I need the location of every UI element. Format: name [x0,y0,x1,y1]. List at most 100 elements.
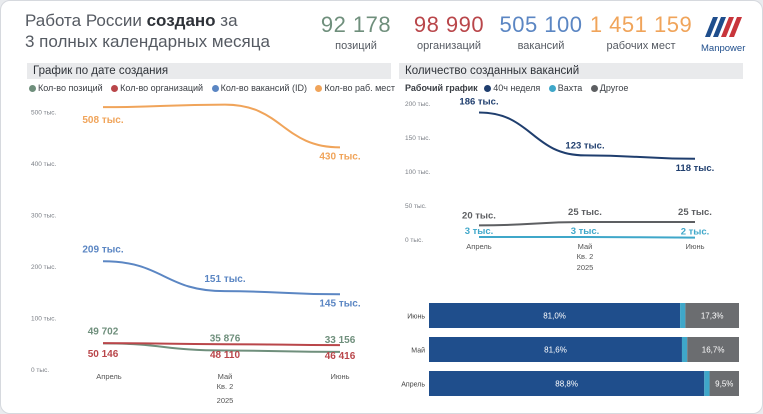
right-line-chart: 0 тыс. 50 тыс. 100 тыс. 150 тыс. 200 тыс. Апр… [405,97,715,272]
legend-label: Кол-во раб. мест [324,83,395,93]
bar-segment [685,303,739,328]
x-tick-label: Июнь [685,242,704,251]
kpi-label: организаций [416,40,482,52]
right-bar-chart: Июнь 81,0% 17,3% Май 81,6% 16,7% Апрель 88,8% 9,… [401,303,739,396]
left-line-chart: 0 тыс. 100 тыс. 200 тыс. 300 тыс. 400 тыс. 50… [31,103,361,405]
title-prefix: Работа России [25,11,147,30]
bar-segment [687,337,739,362]
bar-segment [429,303,681,328]
y-tick-label: 100 тыс. [31,315,57,322]
kpi-label: вакансий [517,40,565,52]
data-label: 3 тыс. [571,226,600,237]
y-tick-label: 400 тыс. [31,161,57,168]
x-tick-label: Июнь [330,372,349,381]
kpi-positions: 92 178 позиций [301,11,411,53]
data-label: 46 416 [325,351,356,362]
data-label: 151 тыс. [204,274,245,285]
bar-segment [704,371,710,396]
data-label: 48 110 [210,350,240,361]
data-label: 20 тыс. [462,210,496,221]
y-tick-label: 200 тыс. [31,264,57,271]
x-tick-label: Апрель [466,242,492,251]
page-title: Работа России создано за [25,11,238,31]
data-label: 209 тыс. [82,244,123,255]
bar-segment [429,371,705,396]
data-label: 50 146 [88,349,119,360]
legend-label: Вахта [557,83,583,93]
series-line-1 [478,111,696,160]
kpi-label: рабочих мест [606,40,676,52]
series-line-2 [478,235,696,239]
kpi-value: 92 178 [320,12,392,37]
bar-segment [709,371,739,396]
bar-value-label: 17,3% [701,312,724,321]
manpower-logo-icon [705,17,742,37]
y-tick-label: 150 тыс. [405,135,431,142]
data-label: 33 156 [325,335,356,346]
kpi-vacancies: 505 100 вакансий [486,11,596,53]
x-tick-label: Май [218,372,233,381]
data-label: 25 тыс. [568,207,602,218]
data-label: 508 тыс. [82,115,123,126]
series-line-2 [102,342,341,347]
x-tick-label: Апрель [96,372,122,381]
bar-value-label: 88,8% [555,380,578,389]
x-group-label: Кв. 2 [577,252,594,261]
legend-label: Кол-во организаций [120,83,204,93]
series-line-3 [478,220,695,227]
bar-value-label: 16,7% [702,346,725,355]
kpi-value: 98 990 [413,12,485,37]
legend-label: Другое [599,83,629,93]
y-tick-label: 50 тыс. [405,203,427,210]
data-label: 49 702 [88,326,119,337]
bar-segment [429,337,682,362]
bar-segment [681,337,688,362]
bar-value-label: 81,6% [544,346,567,355]
legend-item-shift: Вахта [548,83,583,93]
manpower-logo-text: Manpower [701,43,746,54]
legend-title: Рабочий график [405,83,478,93]
bar-category-label: Апрель [401,382,425,389]
data-label: 123 тыс. [565,140,604,151]
data-label: 430 тыс. [319,151,360,162]
page-subtitle: 3 полных календарных месяца [25,32,270,51]
legend-item-40h: 40ч неделя [484,83,540,93]
x-year-label: 2025 [577,263,594,272]
left-legend: Кол-во позиций Кол-во организаций Кол-во… [29,83,401,93]
y-tick-label: 500 тыс. [31,109,57,116]
data-label: 2 тыс. [681,227,710,238]
data-label: 25 тыс. [678,207,712,218]
x-year-label: 2025 [217,396,234,405]
bar-segment [680,303,686,328]
right-panel-title: Количество созданных вакансий [399,63,743,79]
y-tick-label: 300 тыс. [31,212,57,219]
data-label: 145 тыс. [319,298,360,309]
kpi-workplaces: 1 451 159 рабочих мест [587,11,695,53]
x-tick-label: Май [578,242,593,251]
title-bold: создано [146,11,216,30]
left-panel-title: График по дате создания [27,63,391,79]
bar-category-label: Май [411,347,425,355]
kpi-value: 505 100 [499,12,583,37]
y-tick-label: 0 тыс. [31,367,49,374]
legend-item-workplaces: Кол-во раб. мест [315,83,395,93]
data-label: 118 тыс. [676,163,715,174]
bar-category-label: Июнь [407,314,425,321]
series-line-3 [102,260,341,296]
legend-item-positions: Кол-во позиций [29,83,103,93]
data-label: 186 тыс. [459,97,498,108]
legend-item-orgs: Кол-во организаций [111,83,203,93]
bar-value-label: 9,5% [715,380,733,389]
data-label: 35 876 [210,334,241,345]
right-legend: Рабочий график 40ч неделя Вахта Другое [405,83,634,93]
legend-item-vacancies: Кол-во вакансий (ID) [211,83,307,93]
x-group-label: Кв. 2 [217,382,234,391]
data-label: 3 тыс. [465,226,494,237]
legend-label: Кол-во вакансий (ID) [220,83,307,93]
series-line-4 [102,103,341,149]
kpi-value: 1 451 159 [589,12,693,37]
legend-label: 40ч неделя [493,83,541,93]
y-tick-label: 0 тыс. [405,237,423,244]
y-tick-label: 100 тыс. [405,169,431,176]
